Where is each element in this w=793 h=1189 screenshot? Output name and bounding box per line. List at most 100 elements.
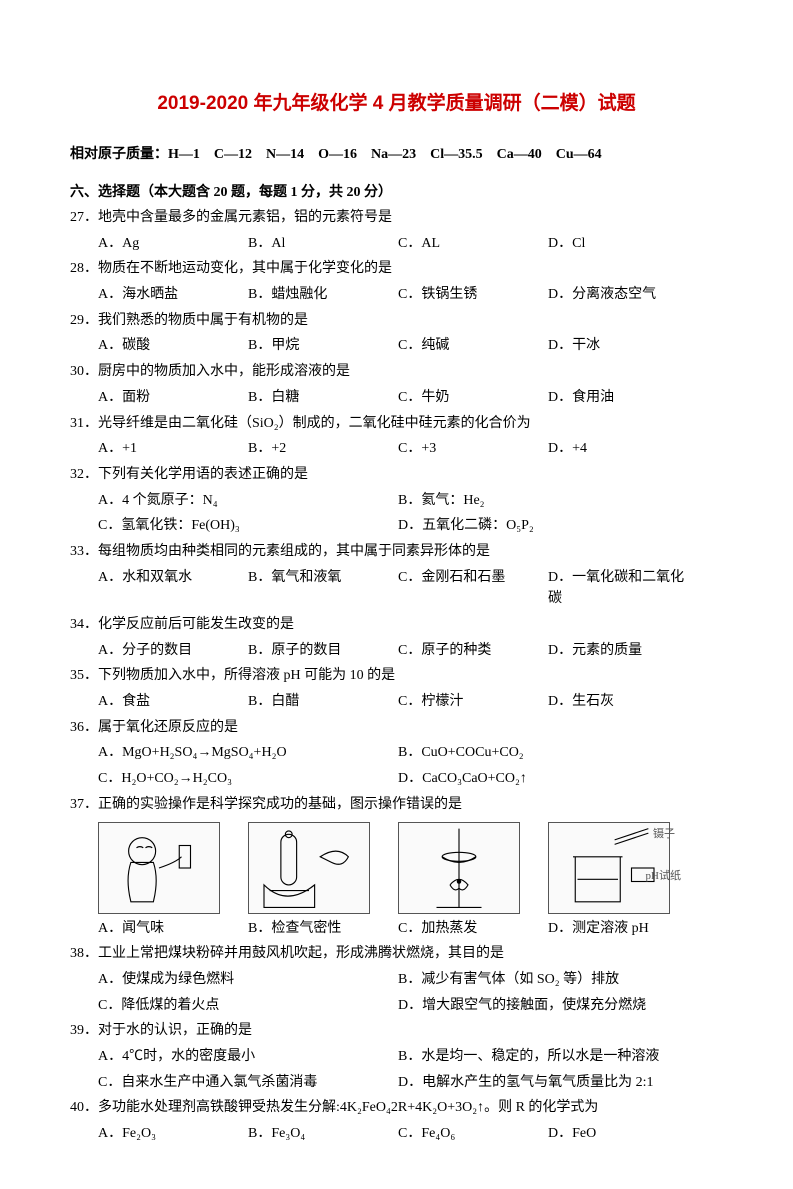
options-28: A．海水晒盐 B．蜡烛融化 C．铁锅生锈 D．分离液态空气 <box>70 284 723 306</box>
opt-b: B．+2 <box>248 438 398 460</box>
q-num: 30． <box>70 364 98 379</box>
opt-d: D．五氧化二磷：O₅P₂ <box>398 515 698 537</box>
question-32: 32．下列有关化学用语的表述正确的是 <box>70 464 723 486</box>
options-33: A．水和双氧水 B．氧气和液氧 C．金刚石和石墨 D．一氧化碳和二氧化碳 <box>70 567 723 610</box>
opt-c: C．Fe₄O₆ <box>398 1123 548 1145</box>
q-stem: 多功能水处理剂高铁酸钾受热发生分解:4K₂FeO₄2R+4K₂O+3O₂↑。则 … <box>98 1100 598 1115</box>
question-37: 37．正确的实验操作是科学探究成功的基础，图示操作错误的是 <box>70 794 723 816</box>
opt-d: D．一氧化碳和二氧化碳 <box>548 567 698 610</box>
opt-a: A．闻气味 <box>98 918 248 940</box>
label-tweezers: 镊子 <box>653 825 675 841</box>
opt-b: B．白醋 <box>248 691 398 713</box>
q-stem: 物质在不断地运动变化，其中属于化学变化的是 <box>98 261 392 276</box>
question-40: 40．多功能水处理剂高铁酸钾受热发生分解:4K₂FeO₄2R+4K₂O+3O₂↑… <box>70 1097 723 1119</box>
opt-a: A．4℃时，水的密度最小 <box>98 1046 398 1068</box>
opt-d: D．分离液态空气 <box>548 284 698 306</box>
atomic-mass-line: 相对原子质量：H—1 C—12 N—14 O—16 Na—23 Cl—35.5 … <box>70 143 723 163</box>
opt-d: D．+4 <box>548 438 698 460</box>
smell-gas-icon <box>99 823 219 913</box>
opt-d: D．干冰 <box>548 335 698 357</box>
exam-page: 2019-2020 年九年级化学 4 月教学质量调研（二模）试题 相对原子质量：… <box>0 0 793 1189</box>
options-31: A．+1 B．+2 C．+3 D．+4 <box>70 438 723 460</box>
opt-a: A．碳酸 <box>98 335 248 357</box>
question-35: 35．下列物质加入水中，所得溶液 pH 可能为 10 的是 <box>70 665 723 687</box>
q-num: 40． <box>70 1100 98 1115</box>
q-num: 34． <box>70 617 98 632</box>
opt-b: B．CuO+COCu+CO₂ <box>398 742 698 764</box>
q-num: 27． <box>70 210 98 225</box>
opt-a: A．水和双氧水 <box>98 567 248 610</box>
q-num: 29． <box>70 313 98 328</box>
question-34: 34．化学反应前后可能发生改变的是 <box>70 614 723 636</box>
opt-c: C．加热蒸发 <box>398 918 548 940</box>
q-stem: 对于水的认识，正确的是 <box>98 1023 252 1038</box>
q-num: 35． <box>70 668 98 683</box>
question-29: 29．我们熟悉的物质中属于有机物的是 <box>70 310 723 332</box>
q-stem: 光导纤维是由二氧化硅（SiO₂）制成的，二氧化硅中硅元素的化合价为 <box>98 416 531 431</box>
options-38-row1: A．使煤成为绿色燃料 B．减少有害气体（如 SO₂ 等）排放 <box>70 969 723 991</box>
opt-d: D．FeO <box>548 1123 698 1145</box>
opt-c: C．+3 <box>398 438 548 460</box>
opt-c: C．AL <box>398 233 548 255</box>
opt-d: D．测定溶液 pH <box>548 918 698 940</box>
options-29: A．碳酸 B．甲烷 C．纯碱 D．干冰 <box>70 335 723 357</box>
atomic-label: 相对原子质量： <box>70 147 168 162</box>
opt-c: C．H₂O+CO₂→H₂CO₃ <box>98 768 398 790</box>
opt-b: B．原子的数目 <box>248 640 398 662</box>
opt-c: C．牛奶 <box>398 387 548 409</box>
q-num: 31． <box>70 416 98 431</box>
opt-c: C．铁锅生锈 <box>398 284 548 306</box>
question-27: 27．地壳中含量最多的金属元素铝，铝的元素符号是 <box>70 207 723 229</box>
opt-d: D．元素的质量 <box>548 640 698 662</box>
question-36: 36．属于氧化还原反应的是 <box>70 717 723 739</box>
opt-a: A．4 个氮原子：N₄ <box>98 490 398 512</box>
opt-a: A．MgO+H₂SO₄→MgSO₄+H₂O <box>98 742 398 764</box>
q-stem: 下列有关化学用语的表述正确的是 <box>98 467 308 482</box>
options-40: A．Fe₂O₃ B．Fe₃O₄ C．Fe₄O₆ D．FeO <box>70 1123 723 1145</box>
opt-c: C．金刚石和石墨 <box>398 567 548 610</box>
options-34: A．分子的数目 B．原子的数目 C．原子的种类 D．元素的质量 <box>70 640 723 662</box>
options-35: A．食盐 B．白醋 C．柠檬汁 D．生石灰 <box>70 691 723 713</box>
opt-c: C．降低煤的着火点 <box>98 995 398 1017</box>
options-30: A．面粉 B．白糖 C．牛奶 D．食用油 <box>70 387 723 409</box>
opt-d: D．CaCO₃CaO+CO₂↑ <box>398 768 698 790</box>
opt-c: C．自来水生产中通入氯气杀菌消毒 <box>98 1072 398 1094</box>
opt-a: A．使煤成为绿色燃料 <box>98 969 398 991</box>
opt-d: D．食用油 <box>548 387 698 409</box>
opt-a: A．分子的数目 <box>98 640 248 662</box>
options-36-row1: A．MgO+H₂SO₄→MgSO₄+H₂O B．CuO+COCu+CO₂ <box>70 742 723 764</box>
figure-37d: 镊子 pH试纸 <box>548 822 670 914</box>
q-stem: 下列物质加入水中，所得溶液 pH 可能为 10 的是 <box>98 668 395 683</box>
q-num: 28． <box>70 261 98 276</box>
question-38: 38．工业上常把煤块粉碎并用鼓风机吹起，形成沸腾状燃烧，其目的是 <box>70 943 723 965</box>
opt-b: B．水是均一、稳定的，所以水是一种溶液 <box>398 1046 698 1068</box>
question-39: 39．对于水的认识，正确的是 <box>70 1020 723 1042</box>
heat-evaporate-icon <box>399 823 519 913</box>
q-stem: 地壳中含量最多的金属元素铝，铝的元素符号是 <box>98 210 392 225</box>
page-title: 2019-2020 年九年级化学 4 月教学质量调研（二模）试题 <box>70 88 723 115</box>
opt-c: C．纯碱 <box>398 335 548 357</box>
options-27: A．Ag B．Al C．AL D．Cl <box>70 233 723 255</box>
q-stem: 属于氧化还原反应的是 <box>98 720 238 735</box>
opt-a: A．+1 <box>98 438 248 460</box>
options-32-row1: A．4 个氮原子：N₄ B．氦气：He₂ <box>70 490 723 512</box>
opt-c: C．原子的种类 <box>398 640 548 662</box>
options-39-row2: C．自来水生产中通入氯气杀菌消毒 D．电解水产生的氢气与氧气质量比为 2:1 <box>70 1072 723 1094</box>
figure-37a <box>98 822 220 914</box>
q-stem: 厨房中的物质加入水中，能形成溶液的是 <box>98 364 350 379</box>
options-37: A．闻气味 B．检查气密性 C．加热蒸发 D．测定溶液 pH <box>70 918 723 940</box>
opt-b: B．Al <box>248 233 398 255</box>
opt-b: B．甲烷 <box>248 335 398 357</box>
q-num: 33． <box>70 544 98 559</box>
q-num: 39． <box>70 1023 98 1038</box>
options-36-row2: C．H₂O+CO₂→H₂CO₃ D．CaCO₃CaO+CO₂↑ <box>70 768 723 790</box>
q-stem: 每组物质均由种类相同的元素组成的，其中属于同素异形体的是 <box>98 544 490 559</box>
opt-d: D．增大跟空气的接触面，使煤充分燃烧 <box>398 995 698 1017</box>
q-num: 32． <box>70 467 98 482</box>
opt-c: C．氢氧化铁：Fe(OH)₃ <box>98 515 398 537</box>
options-32-row2: C．氢氧化铁：Fe(OH)₃ D．五氧化二磷：O₅P₂ <box>70 515 723 537</box>
options-38-row2: C．降低煤的着火点 D．增大跟空气的接触面，使煤充分燃烧 <box>70 995 723 1017</box>
opt-d: D．Cl <box>548 233 698 255</box>
opt-b: B．Fe₃O₄ <box>248 1123 398 1145</box>
q-stem: 我们熟悉的物质中属于有机物的是 <box>98 313 308 328</box>
